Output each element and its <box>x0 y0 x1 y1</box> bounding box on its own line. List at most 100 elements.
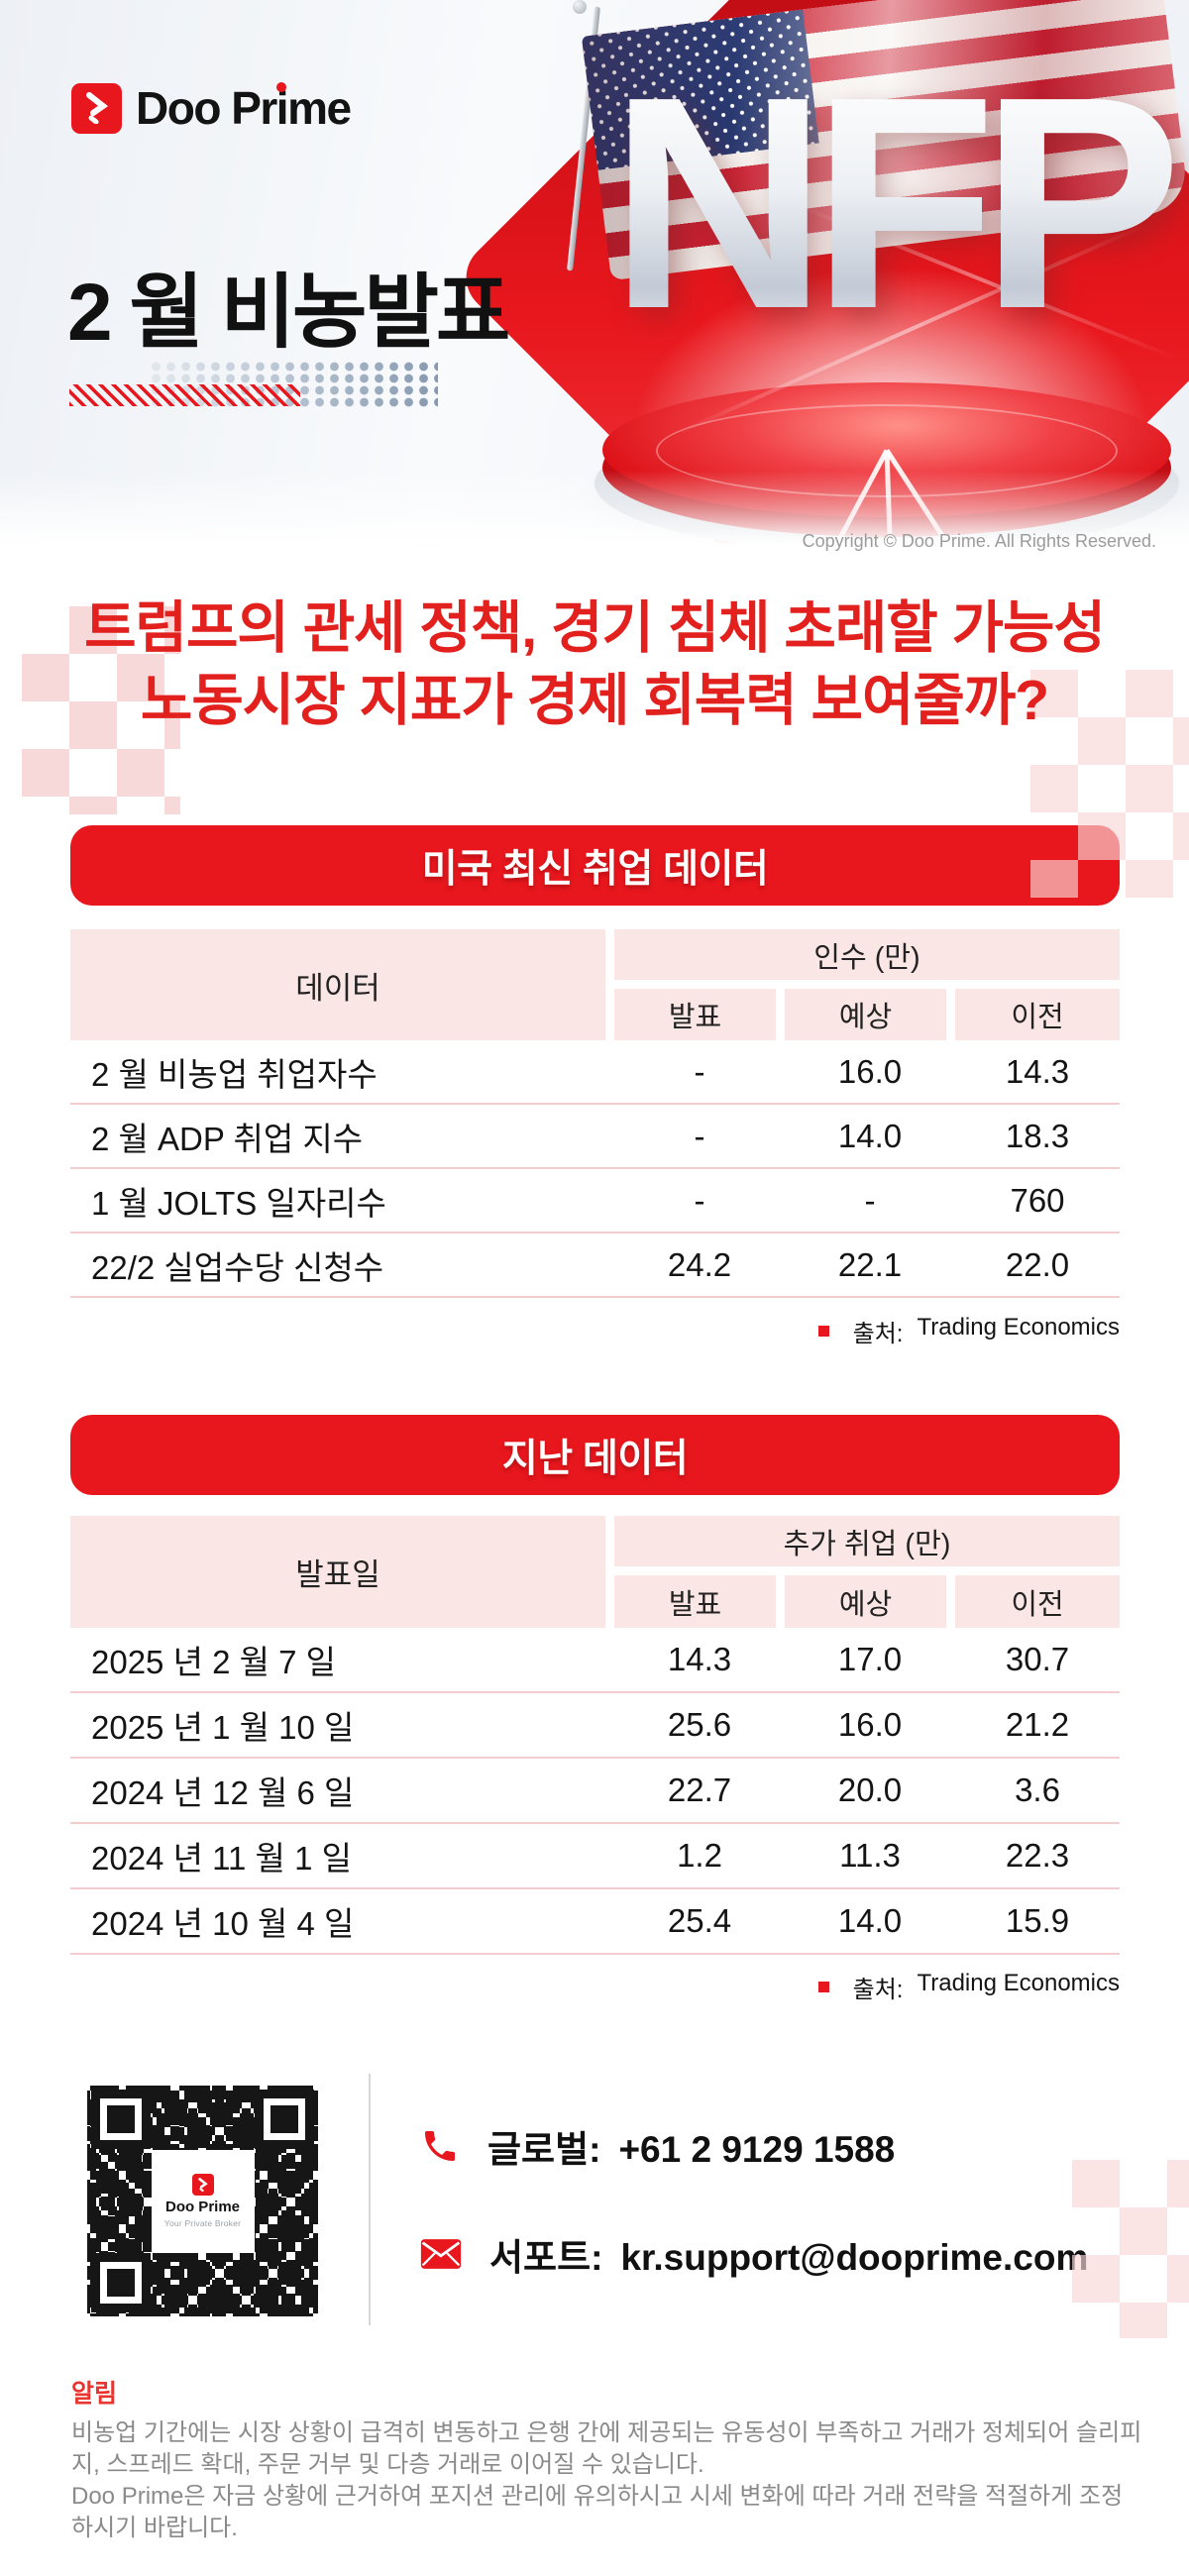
support-row: 서포트: kr.support@dooprime.com <box>420 2231 1088 2278</box>
notice-body: 비농업 기간에는 시장 상황이 급격히 변동하고 은행 간에 제공되는 유동성이… <box>71 2417 1171 2544</box>
qr-code: Doo Prime Your Private Broker <box>81 2080 324 2322</box>
table-row: 2024 년 10 월 4 일 25.4 14.0 15.9 <box>70 1889 1120 1955</box>
qr-finder-icon <box>91 2253 151 2312</box>
source-name: Trading Economics <box>917 1969 1120 1996</box>
row-label: 2025 년 1 월 10 일 <box>91 1709 355 1746</box>
table2-banner: 지난 데이터 <box>70 1415 1120 1495</box>
brand-name: Doo Prime <box>136 82 352 134</box>
table1-banner: 미국 최신 취업 데이터 <box>70 825 1120 906</box>
row-previous: 14.3 <box>1005 1052 1070 1090</box>
row-expected: 16.0 <box>837 1706 903 1743</box>
row-previous: 760 <box>1010 1181 1065 1219</box>
table1-group-header: 인수 (만) <box>614 929 1120 980</box>
phone-row: 글로벌: +61 2 9129 1588 <box>420 2120 895 2172</box>
row-announced: - <box>694 1181 705 1219</box>
row-expected: 16.0 <box>837 1052 903 1090</box>
table2-col-expected: 예상 <box>785 1575 946 1628</box>
arrow-chevron-icon <box>197 2178 208 2192</box>
table-row: 1 월 JOLTS 일자리수 - - 760 <box>70 1169 1120 1234</box>
row-announced: - <box>694 1117 705 1154</box>
doo-prime-logo-icon <box>191 2174 214 2196</box>
source-label: 출처: <box>852 1976 904 2003</box>
notice-line: Doo Prime은 자금 상황에 근거하여 포지션 관리에 유의하시고 시세 … <box>71 2483 1124 2510</box>
row-previous: 18.3 <box>1005 1117 1070 1154</box>
table1-col-previous: 이전 <box>955 989 1120 1040</box>
notice-line: 지, 스프레드 확대, 주문 거부 및 다층 거래로 이어질 수 있습니다. <box>71 2451 704 2478</box>
pink-mosaic-decor <box>1072 2160 1189 2338</box>
table1-col-announced: 발표 <box>614 989 776 1040</box>
row-label: 2024 년 10 월 4 일 <box>91 1905 355 1942</box>
table1-source: 출처: Trading Economics <box>817 1314 1120 1347</box>
nfp-3d-text: NFP <box>594 52 1182 354</box>
support-label: 서포트: <box>489 2237 603 2278</box>
row-expected: 14.0 <box>837 1117 903 1154</box>
source-label: 출처: <box>852 1320 904 1347</box>
row-expected: - <box>864 1181 876 1219</box>
row-label: 2 월 비농업 취업자수 <box>91 1055 378 1093</box>
qr-brand-tagline: Your Private Broker <box>163 2218 242 2228</box>
phone-link[interactable]: 글로벌: +61 2 9129 1588 <box>487 2119 895 2173</box>
table2-rows: 2025 년 2 월 7 일 14.3 17.0 30.7 2025 년 1 월… <box>70 1628 1120 1955</box>
qr-brand-name: Doo Prime <box>164 2199 240 2215</box>
table-row: 2 월 ADP 취업 지수 - 14.0 18.3 <box>70 1105 1120 1169</box>
row-announced: 25.4 <box>667 1902 732 1939</box>
table2-group-header: 추가 취업 (만) <box>614 1516 1120 1566</box>
phone-value: +61 2 9129 1588 <box>618 2129 896 2170</box>
headline: 트럼프의 관세 정책, 경기 침체 초래할 가능성 노동시장 지표가 경제 회복… <box>0 592 1189 737</box>
hero-banner: NFP <box>0 0 1189 555</box>
copyright-text: Copyright © Doo Prime. All Rights Reserv… <box>802 531 1156 551</box>
headline-line1: 트럼프의 관세 정책, 경기 침체 초래할 가능성 <box>84 596 1106 660</box>
row-announced: 24.2 <box>667 1245 732 1283</box>
row-label: 2024 년 12 월 6 일 <box>91 1774 355 1811</box>
table-row: 2025 년 1 월 10 일 25.6 16.0 21.2 <box>70 1693 1120 1759</box>
table-row: 2024 년 11 월 1 일 1.2 11.3 22.3 <box>70 1824 1120 1889</box>
doo-prime-logo: Doo Prime <box>71 81 352 135</box>
row-previous: 30.7 <box>1005 1641 1070 1677</box>
row-announced: 25.6 <box>667 1706 732 1743</box>
support-value: kr.support@dooprime.com <box>620 2237 1089 2278</box>
table2-source: 출처: Trading Economics <box>817 1970 1120 2003</box>
brand-i-dot: i <box>275 82 289 134</box>
table-row: 2025 년 2 월 7 일 14.3 17.0 30.7 <box>70 1628 1120 1693</box>
hatch-stripe-decor <box>69 384 300 406</box>
row-label: 22/2 실업수당 신청수 <box>91 1248 384 1286</box>
pink-mosaic-decor <box>22 606 180 814</box>
table-row: 22/2 실업수당 신청수 24.2 22.1 22.0 <box>70 1234 1120 1298</box>
qr-pattern: Doo Prime Your Private Broker <box>87 2086 318 2316</box>
table1-col-expected: 예상 <box>785 989 946 1040</box>
square-bullet-icon <box>817 1325 829 1337</box>
row-previous: 15.9 <box>1005 1902 1070 1939</box>
qr-finder-icon <box>255 2090 314 2149</box>
pink-mosaic-decor <box>1030 670 1189 898</box>
row-label: 2025 년 2 월 7 일 <box>91 1644 337 1680</box>
row-expected: 17.0 <box>837 1641 903 1677</box>
table2-col-previous: 이전 <box>955 1575 1120 1628</box>
row-previous: 22.0 <box>1005 1245 1070 1283</box>
row-label: 1 월 JOLTS 일자리수 <box>91 1184 386 1222</box>
support-link[interactable]: 서포트: kr.support@dooprime.com <box>489 2227 1088 2281</box>
flagpole-finial <box>573 0 587 14</box>
qr-center-label: Doo Prime Your Private Broker <box>151 2149 255 2253</box>
row-expected: 14.0 <box>837 1902 903 1939</box>
hero-fade <box>0 471 1189 555</box>
row-announced: - <box>694 1052 705 1090</box>
notice-line: 비농업 기간에는 시장 상황이 급격히 변동하고 은행 간에 제공되는 유동성이… <box>71 2419 1142 2446</box>
row-label: 2 월 ADP 취업 지수 <box>91 1120 364 1157</box>
phone-label: 글로벌: <box>487 2129 601 2170</box>
vertical-divider <box>369 2074 371 2325</box>
page-title: 2 월 비농발표 <box>67 268 510 358</box>
row-expected: 11.3 <box>839 1837 901 1874</box>
notice-title: 알림 <box>71 2380 118 2408</box>
row-label: 2024 년 11 월 1 일 <box>91 1840 352 1877</box>
table2-corner-header: 발표일 <box>70 1516 605 1628</box>
source-name: Trading Economics <box>917 1313 1120 1341</box>
row-announced: 14.3 <box>667 1641 732 1677</box>
table2-col-announced: 발표 <box>614 1575 776 1628</box>
row-previous: 3.6 <box>1015 1771 1060 1808</box>
square-bullet-icon <box>817 1981 829 1992</box>
notice-line: 하시기 바랍니다. <box>71 2515 238 2541</box>
row-announced: 1.2 <box>677 1837 722 1874</box>
table1-rows: 2 월 비농업 취업자수 - 16.0 14.3 2 월 ADP 취업 지수 -… <box>70 1040 1120 1298</box>
row-announced: 22.7 <box>667 1771 732 1808</box>
row-expected: 22.1 <box>837 1245 903 1283</box>
